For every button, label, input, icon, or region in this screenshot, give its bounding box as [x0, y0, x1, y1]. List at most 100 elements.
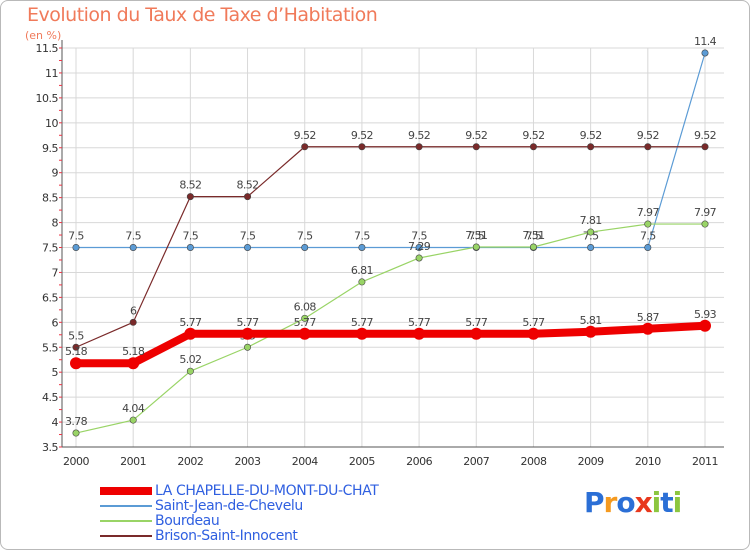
data-label: 7.51	[522, 229, 544, 242]
y-tick-label: 5	[52, 366, 59, 379]
data-label: 5.77	[465, 316, 488, 329]
data-point	[472, 143, 480, 151]
x-tick-label: 2004	[292, 455, 318, 468]
data-label: 8.52	[179, 179, 201, 192]
data-label: 5.5	[68, 329, 84, 342]
data-point	[358, 143, 366, 151]
data-label: 9.52	[351, 129, 373, 142]
y-tick-label: 5.5	[42, 341, 58, 354]
data-point	[129, 416, 137, 424]
data-point	[529, 243, 537, 251]
data-label: 5.18	[65, 345, 88, 358]
data-point	[415, 143, 423, 151]
data-label: 7.5	[125, 230, 141, 243]
data-label: 6.81	[351, 264, 373, 277]
legend-label-bourdeau: Bourdeau	[155, 513, 220, 529]
data-label: 5.02	[179, 353, 201, 366]
x-tick-label: 2008	[520, 455, 546, 468]
data-point	[244, 193, 252, 201]
data-label: 5.81	[580, 314, 602, 327]
y-tick-label: 3.5	[42, 441, 58, 454]
data-point	[644, 143, 652, 151]
data-point	[301, 143, 309, 151]
x-tick-label: 2007	[463, 455, 489, 468]
data-point	[186, 193, 194, 201]
data-point	[301, 314, 309, 322]
data-point	[355, 327, 368, 340]
y-tick-label: 11.5	[36, 42, 59, 55]
y-tick-label: 8	[52, 217, 59, 230]
proxiti-logo: Proxiti	[584, 486, 683, 519]
data-label: 5.93	[694, 308, 717, 321]
data-label: 9.52	[694, 129, 716, 142]
data-label: 7.5	[526, 230, 542, 243]
data-label: 7.5	[411, 230, 427, 243]
data-point	[584, 325, 597, 338]
legend-label-saint-jean: Saint-Jean-de-Chevelu	[155, 498, 303, 514]
data-label: 7.97	[637, 206, 660, 219]
data-point	[470, 327, 483, 340]
data-point	[358, 278, 366, 286]
data-label: 7.97	[694, 206, 717, 219]
data-label: 5.87	[637, 311, 660, 324]
data-label: 9.52	[408, 129, 430, 142]
data-label: 5.77	[351, 316, 374, 329]
data-point	[298, 327, 311, 340]
legend-swatch-la-chapelle	[100, 487, 152, 495]
y-tick-label: 7.5	[42, 242, 58, 255]
data-point	[72, 244, 80, 252]
data-point	[527, 327, 540, 340]
data-point	[72, 429, 80, 437]
data-point	[244, 343, 252, 351]
data-label: 11.4	[694, 35, 717, 48]
data-point	[415, 254, 423, 262]
data-label: 9.52	[465, 129, 487, 142]
data-label: 5.77	[236, 316, 259, 329]
data-label: 5.77	[294, 316, 317, 329]
data-point	[472, 243, 480, 251]
data-label: 7.5	[468, 230, 484, 243]
data-point	[701, 49, 709, 57]
legend-swatch-brison	[100, 535, 152, 537]
data-label: 7.5	[68, 230, 84, 243]
data-point	[699, 319, 711, 332]
data-label: 7.51	[465, 229, 487, 242]
y-tick-label: 10.5	[36, 92, 59, 105]
data-label: 5.18	[122, 345, 145, 358]
x-tick-label: 2001	[120, 455, 146, 468]
y-axis-unit-label: (en %)	[25, 29, 62, 42]
data-label: 5.77	[522, 316, 545, 329]
data-point	[641, 322, 654, 335]
data-point	[241, 327, 254, 340]
y-tick-label: 8.5	[42, 192, 58, 205]
data-point	[413, 327, 426, 340]
data-point	[587, 244, 595, 252]
data-point	[644, 220, 652, 228]
chart-title: Evolution du Taux de Taxe d’Habitation	[27, 4, 378, 26]
x-tick-label: 2011	[692, 455, 718, 468]
x-tick-label: 2002	[177, 455, 203, 468]
data-point	[70, 357, 82, 370]
logo-letter: r	[603, 486, 618, 519]
data-label: 9.52	[294, 129, 316, 142]
data-point	[701, 143, 709, 151]
y-tick-label: 6	[52, 316, 59, 329]
series-line	[75, 223, 706, 434]
data-point	[129, 318, 137, 326]
data-label: 4.04	[122, 402, 145, 415]
data-point	[587, 143, 595, 151]
legend-swatch-saint-jean	[100, 505, 152, 507]
data-label: 8.52	[236, 179, 258, 192]
data-label: 7.5	[354, 230, 370, 243]
series-line	[72, 321, 709, 368]
logo-letter: i	[672, 486, 683, 519]
data-point	[644, 244, 652, 252]
data-label: 5.77	[179, 316, 202, 329]
data-point	[701, 220, 709, 228]
y-tick-label: 4.5	[42, 391, 58, 404]
y-tick-label: 6.5	[42, 291, 58, 304]
legend-label-la-chapelle: LA CHAPELLE-DU-MONT-DU-CHAT	[155, 483, 379, 499]
data-point	[72, 343, 80, 351]
data-point	[244, 244, 252, 252]
